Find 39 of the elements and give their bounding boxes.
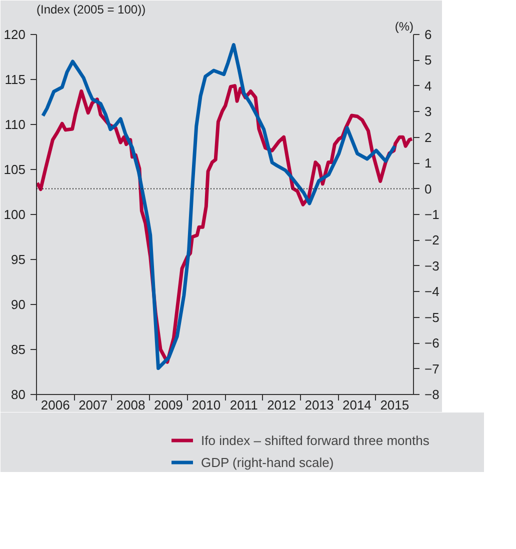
y2-tick-label: −7 <box>424 361 440 376</box>
x-tick-label: 2012 <box>267 398 296 412</box>
y-tick-label: 115 <box>4 72 26 87</box>
y2-tick-label: 4 <box>424 78 432 94</box>
line-series <box>41 43 396 370</box>
y2-tick-label: −4 <box>424 284 440 300</box>
y2-tick-label: −6 <box>424 336 440 351</box>
x-tick-label: 2011 <box>230 398 258 412</box>
x-tick-label: 2009 <box>154 398 183 412</box>
y2-tick-label: −2 <box>424 232 440 248</box>
y2-axis-title: (%) <box>394 20 414 34</box>
legend-label: Ifo index – shifted forward three months <box>201 432 430 448</box>
x-tick-label: 2008 <box>116 398 146 412</box>
x-tick-label: 2010 <box>192 398 221 412</box>
y-tick-label: 85 <box>11 342 26 357</box>
y-tick-label: 120 <box>4 27 26 42</box>
x-tick-label: 2007 <box>78 398 108 412</box>
y2-tick-label: 6 <box>424 27 432 42</box>
y2-tick-label: 0 <box>424 181 432 196</box>
y-tick-label: 90 <box>11 297 26 312</box>
legend-label: GDP (right-hand scale) <box>201 454 334 470</box>
y2-tick-label: −3 <box>424 258 440 274</box>
y2-tick-label: 3 <box>424 104 432 120</box>
y-axis-title: (Index (2005 = 100)) <box>36 2 146 16</box>
y2-tick-label: 1 <box>424 156 432 171</box>
x-tick-label: 2015 <box>380 398 410 412</box>
y2-tick-label: −8 <box>424 387 440 402</box>
y-tick-label: 80 <box>11 387 26 402</box>
x-tick-label: 2014 <box>342 398 372 412</box>
y2-tick-label: −5 <box>424 310 440 325</box>
y-tick-label: 110 <box>4 117 26 132</box>
y-tick-label: 105 <box>4 162 26 177</box>
y2-tick-label: 2 <box>424 130 432 145</box>
y2-tick-label: 5 <box>424 52 432 68</box>
y-tick-label: 100 <box>4 207 26 222</box>
x-tick-label: 2006 <box>40 398 70 412</box>
y2-tick-label: −1 <box>424 207 440 222</box>
y-tick-label: 95 <box>11 252 26 267</box>
x-tick-label: 2013 <box>304 398 334 412</box>
